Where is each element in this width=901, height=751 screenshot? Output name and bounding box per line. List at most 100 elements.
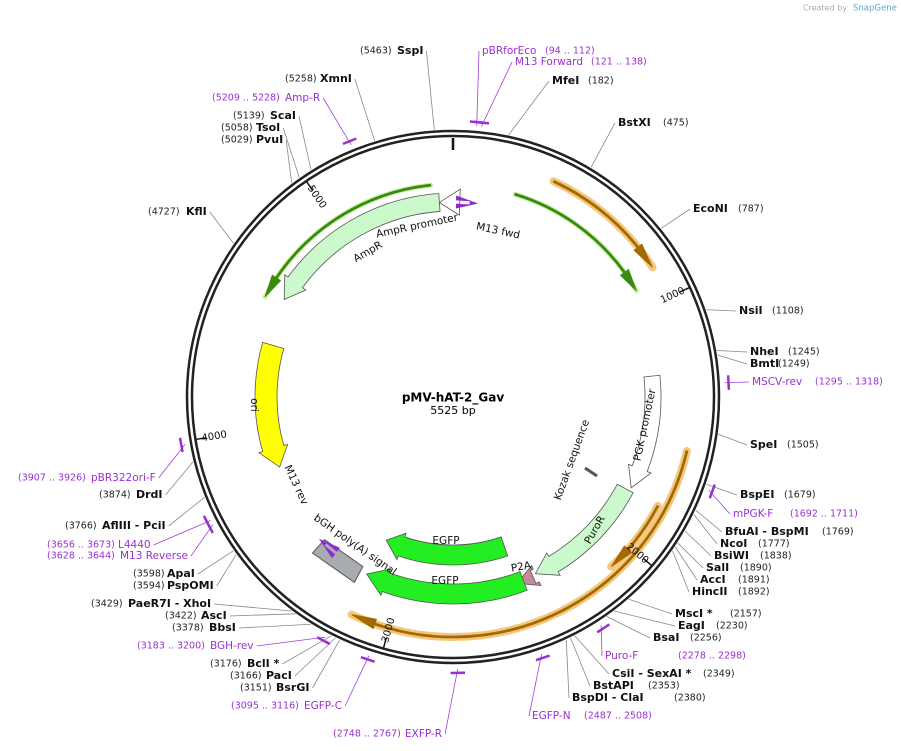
leader-line [606, 616, 651, 639]
leader-line [677, 542, 704, 569]
site-name: BclI * [247, 657, 280, 670]
leader-line [695, 509, 723, 533]
site-name: AscI [201, 609, 227, 622]
orange-arrow [610, 504, 660, 568]
leader-line [716, 350, 748, 353]
tick-mark [196, 436, 207, 441]
site-name: CsiI - SexAI * [612, 667, 692, 680]
primer-name: EXFP-R [405, 728, 442, 740]
feature-label: P2A [510, 559, 533, 574]
tick-mark [306, 181, 314, 191]
site-name: BspDI - ClaI [572, 691, 644, 704]
site-position: (3766) [65, 521, 97, 532]
leader-line [717, 354, 748, 365]
leader-line [628, 598, 673, 615]
leader-line [312, 639, 341, 689]
primer-mark [360, 655, 375, 663]
tick-label: 5000 [305, 184, 328, 211]
site-position: (5139) [233, 111, 265, 122]
primer-leader [256, 636, 326, 647]
site-name: SpeI [750, 438, 777, 451]
leader-line [298, 115, 312, 170]
site-position: (3874) [99, 490, 131, 501]
primer-range: (3907 .. 3926) [18, 473, 86, 484]
leader-line [216, 554, 237, 587]
site-name: PaeR7I - XhoI [128, 597, 211, 610]
site-position: (1245) [788, 347, 820, 358]
site-position: (3429) [91, 599, 123, 610]
site-position: (1108) [772, 306, 804, 317]
site-name: BfuAI - BspMI [725, 525, 809, 538]
site-position: (2256) [690, 633, 722, 644]
primer-range: (3656 .. 3673) [47, 540, 115, 551]
site-position: (3594) [133, 581, 165, 592]
primer-name: L4440 [118, 539, 151, 551]
leader-line [197, 550, 234, 575]
leader-line [285, 139, 293, 184]
tick-label: 4000 [201, 429, 228, 444]
leader-line [706, 483, 738, 496]
site-name: AccI [700, 573, 726, 586]
site-name: EcoNI [693, 202, 728, 215]
site-name: MfeI [552, 74, 579, 87]
primer-name: M13 Reverse [120, 550, 188, 562]
site-position: (3378) [172, 623, 204, 634]
site-name: SspI [397, 44, 423, 57]
orange-band [549, 177, 657, 272]
primer-leader [158, 443, 186, 479]
leader-line [165, 461, 194, 496]
primer-leader [322, 97, 352, 146]
leader-line [614, 610, 676, 627]
primer-leader [481, 61, 513, 127]
site-name: MscI * [675, 607, 713, 620]
site-position: (2353) [648, 681, 680, 692]
leader-line [168, 497, 205, 527]
leader-line [590, 122, 616, 168]
feature-arrow [254, 341, 289, 468]
feature-label: M13 rev [282, 463, 311, 507]
site-position: (1838) [760, 551, 792, 562]
site-name: NcoI [720, 537, 747, 550]
primer-range: (2278 .. 2298) [678, 651, 746, 662]
primer-range: (2487 .. 2508) [584, 711, 652, 722]
site-position: (1891) [738, 575, 770, 586]
site-name: PspOMI [167, 579, 214, 592]
leader-line [718, 433, 748, 446]
feature-mark [584, 466, 598, 478]
primer-range: (3628 .. 3644) [47, 551, 115, 562]
site-position: (3422) [165, 611, 197, 622]
leader-line [214, 603, 292, 612]
site-position: (3598) [133, 569, 165, 580]
primer-leader [528, 654, 542, 717]
primer-name: mPGK-F [733, 508, 773, 520]
feature-arrow [283, 193, 441, 301]
leader-line [661, 208, 691, 229]
leader-line [684, 530, 712, 557]
site-name: PvuI [256, 133, 283, 146]
primer-range: (121 .. 138) [591, 57, 647, 68]
site-name: HincII [692, 585, 728, 598]
feature-label: EGFP [432, 535, 459, 547]
feature-arrow [365, 568, 528, 605]
primer-mark [342, 137, 357, 146]
site-position: (3176) [210, 659, 242, 670]
site-name: BsiWI [714, 549, 749, 562]
site-position: (1249) [778, 359, 810, 370]
primer-leader [153, 520, 211, 546]
feature-label: ori [248, 398, 260, 412]
feature-label: Kozak sequence [552, 418, 592, 502]
site-position: (1777) [758, 539, 790, 550]
feature-label: AmpR [351, 239, 384, 265]
site-position: (5058) [221, 123, 253, 134]
primer-range: (94 .. 112) [545, 46, 595, 57]
site-position: (2349) [703, 669, 735, 680]
site-position: (2157) [730, 609, 762, 620]
map-length: 5525 bp [430, 404, 475, 417]
leader-line [508, 80, 550, 136]
site-position: (2380) [674, 693, 706, 704]
site-position: (2230) [716, 621, 748, 632]
primer-range: (3183 .. 3200) [137, 641, 205, 652]
leader-line [282, 127, 300, 178]
orange-arrow [552, 179, 653, 268]
